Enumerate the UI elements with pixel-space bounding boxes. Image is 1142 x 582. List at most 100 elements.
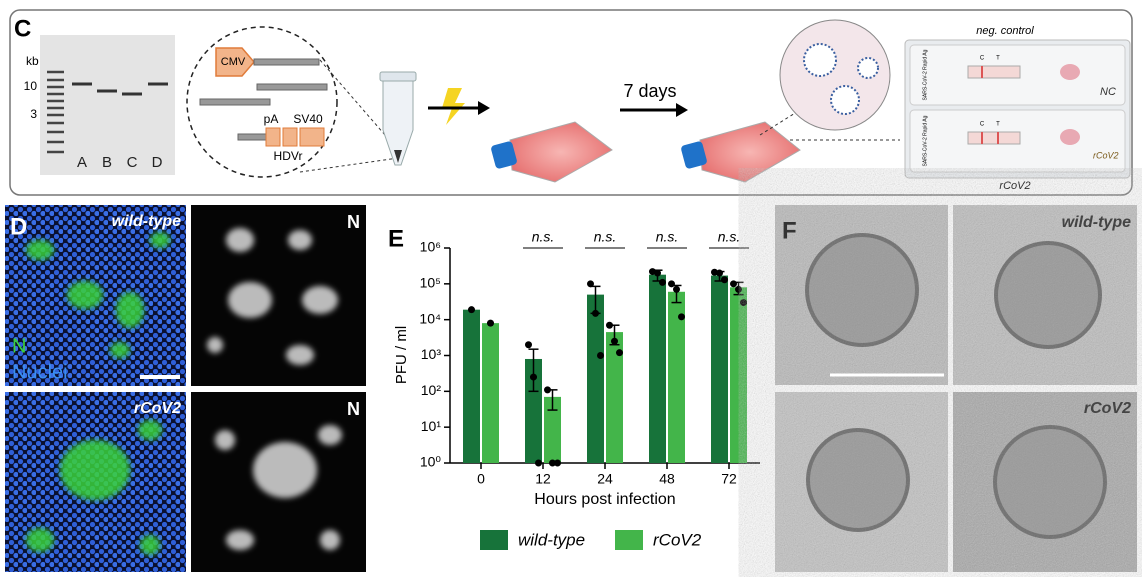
tube-pellet <box>394 150 402 163</box>
legend-swatch <box>615 530 643 550</box>
panel-d: D wild-type rCoV2 N N N Nuclei <box>5 205 366 572</box>
incubation-label: 7 days <box>623 81 676 101</box>
terminator-boxes <box>265 127 325 147</box>
band-label: T <box>996 122 1000 128</box>
flask <box>681 121 801 183</box>
band-label: C <box>980 122 985 128</box>
data-point <box>587 280 594 288</box>
y-tick-label: 10⁵ <box>420 275 441 291</box>
gel-bands <box>72 82 168 96</box>
dna-fragments <box>199 58 328 141</box>
handwriting: rCoV2 <box>1093 150 1119 160</box>
sample-well <box>1060 64 1080 80</box>
lane-label: A <box>77 154 87 171</box>
row-label: wild-type <box>112 213 181 230</box>
y-axis-label: PFU / ml <box>393 326 410 384</box>
panel-label: E <box>388 225 404 252</box>
stain-label: N <box>347 212 360 232</box>
cmv-arrow <box>215 47 255 77</box>
legend-swatch <box>480 530 508 550</box>
data-point <box>549 459 556 467</box>
tube-cap <box>379 71 417 82</box>
legend-label: Nuclei <box>12 361 68 383</box>
bar <box>730 287 747 463</box>
data-point <box>654 269 661 277</box>
data-point <box>487 319 494 327</box>
ladder <box>47 70 64 154</box>
plasmid-zoom <box>186 26 338 178</box>
n-stain <box>207 228 342 550</box>
row-label: rCoV2 <box>134 400 181 417</box>
bar <box>606 332 623 463</box>
x-tick-label: 0 <box>477 471 485 487</box>
lane-label: D <box>152 154 163 171</box>
x-tick-label: 72 <box>721 471 737 487</box>
chart: E PFU / ml Hours post infection 10⁰ 10¹ 10… <box>388 225 760 550</box>
data-point <box>721 276 728 284</box>
annotation: n.s. <box>594 229 617 245</box>
data-point <box>730 280 737 288</box>
y-tick-label: 10⁰ <box>420 454 442 470</box>
lane-label: B <box>102 154 112 171</box>
virus-zoom <box>779 19 891 131</box>
annotation: n.s. <box>532 229 555 245</box>
sample-well <box>1060 129 1080 145</box>
bar <box>649 274 666 463</box>
gel-unit: kb <box>26 54 39 68</box>
promoter-label: CMV <box>221 56 246 68</box>
y-tick-label: 10⁴ <box>419 310 441 326</box>
row-label: wild-type <box>1062 214 1131 231</box>
panel-label: D <box>10 213 27 240</box>
element-label: pA <box>264 112 279 126</box>
bar <box>525 358 542 463</box>
data-point <box>535 459 542 467</box>
test-label: rCoV2 <box>999 180 1030 192</box>
y-tick-label: 10² <box>421 382 442 398</box>
panel-c: C kb 10 3 A B C D CMV pA SV40 HDVr 7 day… <box>9 9 1133 196</box>
panel-label: F <box>782 217 797 244</box>
legend-label: wild-type <box>518 530 585 549</box>
legend-label: rCoV2 <box>653 530 702 549</box>
element-label: SV40 <box>293 112 323 126</box>
arrowhead <box>478 101 490 115</box>
zoom-line <box>319 59 399 151</box>
zoom-line <box>759 109 801 136</box>
strip-text: SARS-CoV-2 Rapid Ag <box>922 49 928 100</box>
bar <box>711 275 728 463</box>
arrowhead <box>676 103 688 117</box>
micrograph <box>191 205 366 386</box>
data-point <box>716 269 723 277</box>
data-point <box>678 313 685 321</box>
gel-marker: 3 <box>30 107 37 121</box>
stain-label: N <box>347 399 360 419</box>
test-window <box>967 65 1021 79</box>
data-point <box>468 306 475 314</box>
y-tick-label: 10¹ <box>421 418 442 434</box>
x-tick-label: 12 <box>535 471 551 487</box>
annotation: n.s. <box>656 229 679 245</box>
row-label: rCoV2 <box>1084 400 1131 417</box>
bar <box>482 323 499 463</box>
bar <box>668 291 685 463</box>
data-point <box>611 337 618 345</box>
data-point <box>606 321 613 329</box>
annotation: n.s. <box>718 229 741 245</box>
data-point <box>659 278 666 286</box>
data-point <box>525 341 532 349</box>
data-point <box>616 349 623 357</box>
panel-f: F wild-type rCoV2 <box>775 205 1137 572</box>
data-point <box>740 299 747 307</box>
data-point <box>735 285 742 293</box>
noise <box>775 205 1137 572</box>
flask <box>491 121 613 183</box>
legend-label: N <box>12 335 26 357</box>
panel-label: C <box>14 15 31 42</box>
test-window <box>967 131 1021 145</box>
x-axis-label: Hours post infection <box>534 491 675 508</box>
strip-text: SARS-CoV-2 Rapid Ag <box>922 115 928 166</box>
gel-marker: 10 <box>24 79 38 93</box>
band-label: C <box>980 56 985 62</box>
virions <box>803 43 879 115</box>
data-point <box>544 386 551 394</box>
